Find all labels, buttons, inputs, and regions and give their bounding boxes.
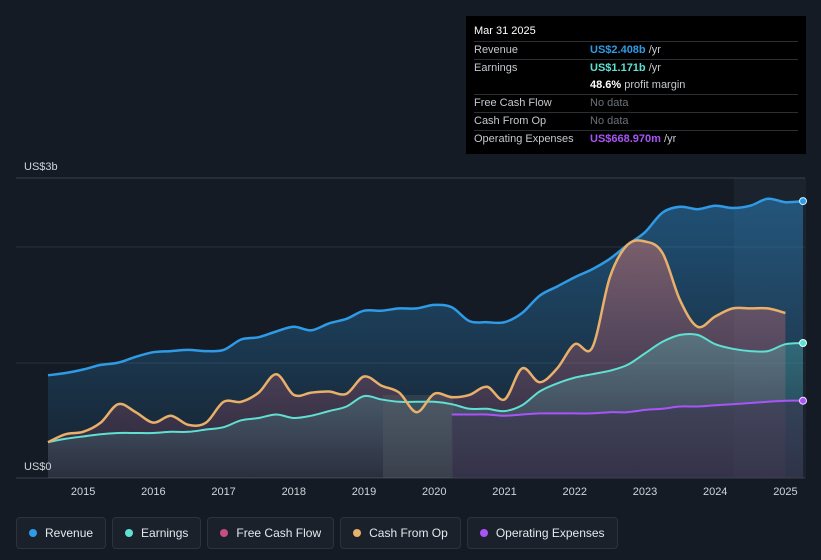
- tooltip-cfo-row: Cash From Op No data: [474, 112, 798, 130]
- cfo-dot-icon: [353, 529, 362, 537]
- x-tick-label-2015: 2015: [71, 486, 95, 498]
- x-tick-label-2021: 2021: [492, 486, 516, 498]
- earnings-dot-icon: [125, 529, 134, 537]
- x-tick-label-2025: 2025: [773, 486, 797, 498]
- tooltip-cfo-value: No data: [590, 115, 629, 127]
- x-tick-label-2018: 2018: [282, 486, 306, 498]
- tooltip-revenue-value: US$2.408b: [590, 44, 646, 56]
- cfo-line: [47, 239, 786, 444]
- earnings-line: [47, 332, 804, 444]
- tooltip-opex-label: Operating Expenses: [474, 133, 574, 145]
- revenue-end-dot: [799, 197, 807, 206]
- chart-area: US$3b US$0 2015 2016 2017 2018 2019 2020 2021 2…: [16, 161, 807, 498]
- tooltip-margin-label: profit margin: [624, 79, 686, 91]
- legend-fcf-label: Free Cash Flow: [236, 526, 322, 540]
- legend-revenue[interactable]: Revenue: [16, 517, 107, 549]
- tooltip-fcf-value: No data: [590, 97, 629, 109]
- legend-revenue-label: Revenue: [45, 526, 94, 540]
- legend-cfo-label: Cash From Op: [369, 526, 448, 540]
- x-axis: 2015 2016 2017 2018 2019 2020 2021 2022 2023 2024…: [71, 486, 798, 498]
- x-tick-label-2020: 2020: [422, 486, 446, 498]
- tooltip-revenue-row: Revenue US$2.408b /yr: [474, 41, 798, 59]
- legend-opex-label: Operating Expenses: [495, 526, 605, 540]
- x-tick-label-2016: 2016: [141, 486, 165, 498]
- revenue-dot-icon: [29, 529, 37, 537]
- legend-cfo[interactable]: Cash From Op: [340, 517, 461, 549]
- y-axis-bottom-label: US$0: [24, 461, 52, 473]
- tooltip-earnings-unit: /yr: [648, 62, 661, 74]
- legend-earnings-label: Earnings: [141, 526, 189, 540]
- legend-opex[interactable]: Operating Expenses: [466, 517, 618, 549]
- y-axis-top-label: US$3b: [24, 161, 58, 173]
- tooltip-earnings-row: Earnings US$1.171b /yr: [474, 59, 798, 77]
- opex-end-dot: [799, 396, 807, 405]
- earnings-end-dot: [799, 339, 807, 347]
- revenue-line: [47, 197, 804, 377]
- legend-fcf[interactable]: Free Cash Flow: [207, 517, 335, 549]
- opex-area: [451, 400, 803, 478]
- tooltip-margin-row: 48.6% profit margin: [474, 77, 798, 94]
- tooltip-date: Mar 31 2025: [474, 25, 536, 37]
- tooltip-margin-value: 48.6%: [590, 79, 622, 91]
- tooltip-earnings-label: Earnings: [474, 62, 518, 74]
- tooltip-fcf-label: Free Cash Flow: [474, 97, 552, 109]
- x-tick-label-2023: 2023: [633, 486, 657, 498]
- x-tick-label-2022: 2022: [563, 486, 587, 498]
- tooltip-opex-value: US$668.970m: [590, 133, 661, 145]
- tooltip-opex-row: Operating Expenses US$668.970m /yr: [474, 130, 798, 148]
- x-tick-label-2024: 2024: [703, 486, 727, 498]
- opex-line: [451, 399, 804, 417]
- tooltip-panel: Mar 31 2025 Revenue US$2.408b /yr Earnin…: [466, 16, 806, 154]
- tooltip-earnings-value: US$1.171b: [590, 62, 646, 74]
- x-tick-label-2017: 2017: [211, 486, 235, 498]
- fcf-gray-band: [383, 395, 453, 478]
- tooltip-cfo-label: Cash From Op: [474, 115, 547, 127]
- legend: Revenue Earnings Free Cash Flow Cash Fro…: [16, 517, 618, 549]
- legend-earnings[interactable]: Earnings: [112, 517, 202, 549]
- tooltip-revenue-label: Revenue: [474, 44, 519, 56]
- tooltip-fcf-row: Free Cash Flow No data: [474, 94, 798, 112]
- opex-dot-icon: [479, 529, 488, 537]
- tooltip-opex-unit: /yr: [664, 133, 677, 145]
- tooltip-revenue-unit: /yr: [648, 44, 661, 56]
- fcf-dot-icon: [220, 529, 229, 537]
- x-tick-label-2019: 2019: [352, 486, 376, 498]
